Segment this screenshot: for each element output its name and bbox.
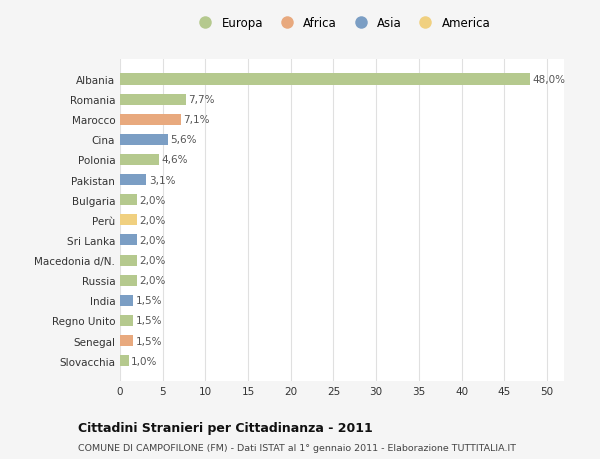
Bar	[120, 174, 146, 186]
Text: 7,1%: 7,1%	[183, 115, 209, 125]
Bar	[120, 355, 128, 366]
Bar	[120, 335, 133, 346]
Bar	[120, 275, 137, 286]
Text: 2,0%: 2,0%	[140, 195, 166, 205]
Bar	[120, 114, 181, 125]
Text: COMUNE DI CAMPOFILONE (FM) - Dati ISTAT al 1° gennaio 2011 - Elaborazione TUTTIT: COMUNE DI CAMPOFILONE (FM) - Dati ISTAT …	[78, 443, 516, 452]
Bar	[120, 134, 168, 146]
Text: 2,0%: 2,0%	[140, 256, 166, 265]
Text: 4,6%: 4,6%	[162, 155, 188, 165]
Bar	[120, 215, 137, 226]
Bar	[120, 95, 186, 106]
Text: 3,1%: 3,1%	[149, 175, 176, 185]
Bar	[120, 74, 530, 85]
Legend: Europa, Africa, Asia, America: Europa, Africa, Asia, America	[193, 17, 491, 30]
Bar	[120, 315, 133, 326]
Text: 48,0%: 48,0%	[532, 75, 565, 85]
Bar	[120, 295, 133, 306]
Text: 5,6%: 5,6%	[170, 135, 197, 145]
Text: 1,5%: 1,5%	[136, 336, 162, 346]
Bar	[120, 255, 137, 266]
Bar	[120, 155, 159, 166]
Bar	[120, 235, 137, 246]
Text: 7,7%: 7,7%	[188, 95, 215, 105]
Text: 2,0%: 2,0%	[140, 275, 166, 285]
Text: 2,0%: 2,0%	[140, 235, 166, 246]
Text: Cittadini Stranieri per Cittadinanza - 2011: Cittadini Stranieri per Cittadinanza - 2…	[78, 421, 373, 434]
Bar	[120, 195, 137, 206]
Text: 1,0%: 1,0%	[131, 356, 157, 366]
Text: 2,0%: 2,0%	[140, 215, 166, 225]
Text: 1,5%: 1,5%	[136, 296, 162, 306]
Text: 1,5%: 1,5%	[136, 316, 162, 326]
